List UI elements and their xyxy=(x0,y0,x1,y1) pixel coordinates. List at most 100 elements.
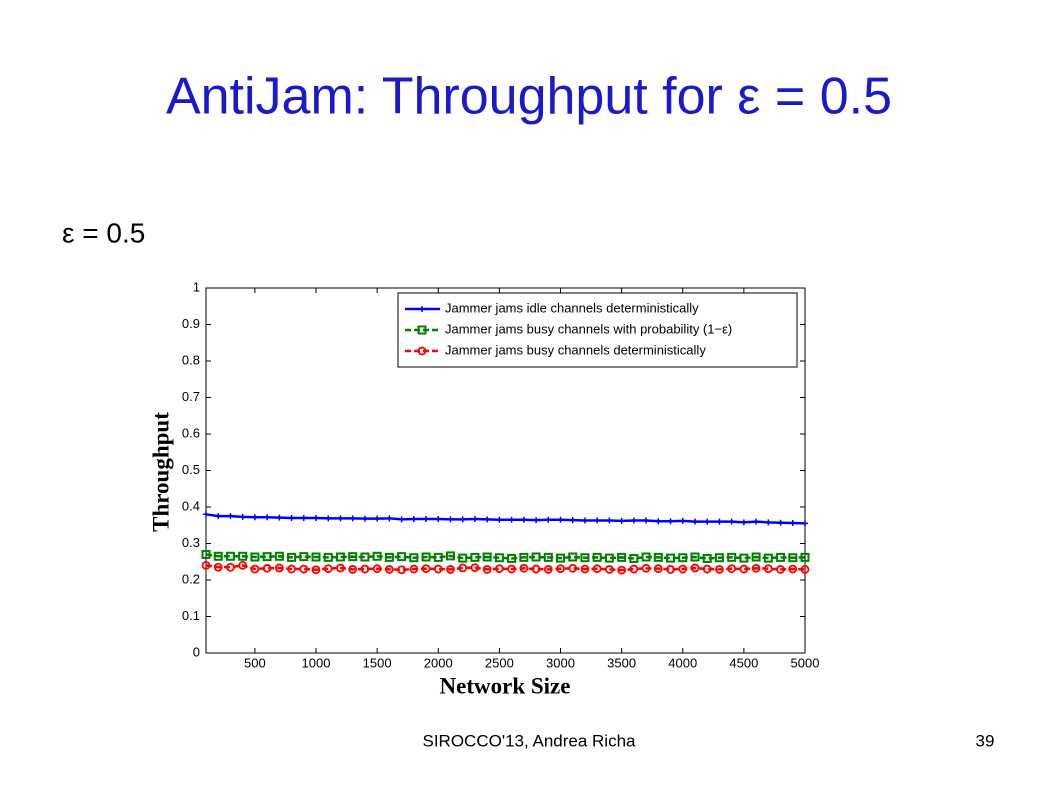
marker xyxy=(458,563,468,573)
marker xyxy=(604,553,614,563)
marker xyxy=(643,517,650,524)
marker xyxy=(533,517,540,524)
legend-box xyxy=(397,292,798,368)
marker xyxy=(323,564,333,574)
marker xyxy=(238,561,248,570)
x-tick-label: 4000 xyxy=(668,655,697,670)
marker xyxy=(728,518,735,525)
marker xyxy=(227,513,234,520)
marker xyxy=(458,553,468,563)
marker xyxy=(262,563,272,573)
marker xyxy=(531,552,541,562)
marker xyxy=(262,552,272,562)
marker xyxy=(417,346,427,356)
marker xyxy=(300,514,307,521)
marker xyxy=(372,551,382,561)
marker xyxy=(398,516,405,523)
marker xyxy=(349,515,356,522)
marker xyxy=(360,552,370,562)
y-tick-label: 0.8 xyxy=(182,352,200,367)
marker xyxy=(776,565,785,574)
x-tick-label: 500 xyxy=(244,655,266,670)
marker xyxy=(727,564,737,574)
slide-subtitle: ε = 0.5 xyxy=(62,217,145,248)
marker xyxy=(653,564,663,574)
marker xyxy=(630,517,637,524)
marker xyxy=(274,563,284,573)
marker xyxy=(274,551,284,561)
marker xyxy=(716,518,723,525)
marker xyxy=(568,552,578,562)
legend-label: Jammer jams busy channels with probabili… xyxy=(445,321,732,336)
marker xyxy=(581,517,588,524)
marker xyxy=(556,553,566,563)
marker xyxy=(215,513,222,520)
marker xyxy=(606,517,613,524)
marker xyxy=(679,517,686,524)
series-line xyxy=(205,553,806,560)
x-tick-label: 2000 xyxy=(424,655,453,670)
marker xyxy=(691,518,698,525)
marker xyxy=(507,553,517,563)
marker xyxy=(494,564,504,574)
marker xyxy=(374,515,381,522)
marker xyxy=(629,564,639,574)
marker xyxy=(519,563,529,573)
marker xyxy=(397,552,407,562)
marker xyxy=(690,552,700,562)
marker xyxy=(494,553,504,563)
marker xyxy=(617,552,627,562)
marker xyxy=(765,519,772,526)
marker xyxy=(299,552,309,562)
marker xyxy=(484,516,491,523)
marker xyxy=(777,519,784,526)
marker xyxy=(446,565,455,574)
y-tick-label: 1 xyxy=(193,279,200,294)
y-tick-label: 0.3 xyxy=(182,535,200,550)
marker xyxy=(617,565,627,575)
marker xyxy=(384,552,394,562)
marker xyxy=(568,563,578,573)
marker xyxy=(618,517,625,524)
marker xyxy=(641,552,651,562)
marker xyxy=(250,552,260,562)
x-tick-label: 2500 xyxy=(485,655,514,670)
marker xyxy=(496,516,503,523)
marker xyxy=(580,553,590,563)
marker xyxy=(482,552,492,562)
marker xyxy=(323,552,333,562)
marker xyxy=(727,552,737,562)
marker xyxy=(470,563,480,572)
marker xyxy=(311,565,321,575)
marker xyxy=(372,564,382,574)
marker xyxy=(287,564,296,574)
y-tick-label: 0.4 xyxy=(182,498,200,513)
marker xyxy=(470,552,480,562)
marker xyxy=(594,517,601,524)
marker xyxy=(397,565,406,575)
marker xyxy=(753,518,760,525)
marker xyxy=(751,552,761,562)
marker xyxy=(666,553,676,563)
marker xyxy=(531,564,541,574)
marker xyxy=(569,517,576,524)
marker xyxy=(629,553,639,563)
marker xyxy=(313,514,320,521)
slide-title: AntiJam: Throughput for ε = 0.5 xyxy=(166,68,892,126)
marker xyxy=(435,516,442,523)
slide-footer: SIROCCO'13, Andrea Richa xyxy=(422,731,636,750)
marker xyxy=(201,549,211,559)
marker xyxy=(213,551,223,561)
marker xyxy=(417,325,427,335)
x-axis-label: Network Size xyxy=(440,673,571,698)
marker xyxy=(715,565,724,574)
marker xyxy=(213,562,223,572)
x-tick-label: 1000 xyxy=(302,655,331,670)
marker xyxy=(556,564,565,574)
x-tick-label: 4500 xyxy=(729,655,758,670)
marker xyxy=(384,565,394,574)
y-tick-label: 0.6 xyxy=(182,425,200,440)
marker xyxy=(605,565,614,574)
marker xyxy=(702,553,712,563)
